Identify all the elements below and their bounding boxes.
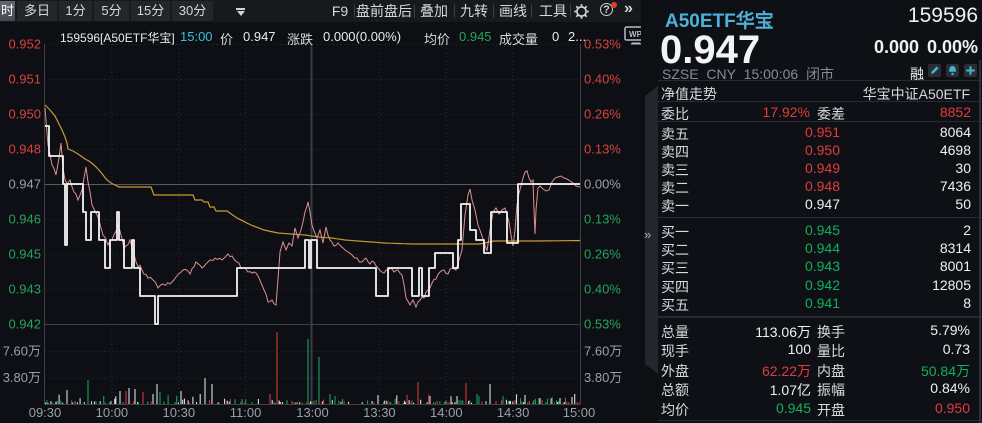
svg-text:15:00: 15:00 (563, 405, 596, 420)
svg-text:0.950: 0.950 (8, 107, 41, 122)
svg-text:09:30: 09:30 (29, 405, 62, 420)
svg-text:0.946: 0.946 (8, 212, 41, 227)
svg-text:WP: WP (629, 30, 643, 39)
svg-text:13:00: 13:00 (296, 405, 329, 420)
svg-text:3.80万: 3.80万 (3, 370, 41, 385)
svg-text:7.60万: 7.60万 (3, 344, 41, 359)
svg-text:0.945: 0.945 (8, 247, 41, 262)
svg-text:14:30: 14:30 (497, 405, 530, 420)
svg-text:10:30: 10:30 (163, 405, 196, 420)
svg-text:3.80万: 3.80万 (584, 370, 622, 385)
svg-text:0.951: 0.951 (8, 72, 41, 87)
svg-text:0.13%: 0.13% (584, 142, 621, 157)
svg-text:0.942: 0.942 (8, 317, 41, 332)
svg-text:0.26%: 0.26% (584, 247, 621, 262)
svg-text:0.947: 0.947 (8, 177, 41, 192)
svg-text:7.60万: 7.60万 (584, 344, 622, 359)
svg-text:0.00%: 0.00% (584, 177, 621, 192)
svg-text:0.13%: 0.13% (584, 212, 621, 227)
svg-text:11:00: 11:00 (230, 405, 262, 420)
svg-text:0.26%: 0.26% (584, 107, 621, 122)
svg-text:0.948: 0.948 (8, 142, 41, 157)
svg-text:14:00: 14:00 (430, 405, 463, 420)
svg-text:13:30: 13:30 (363, 405, 396, 420)
svg-text:0.952: 0.952 (8, 37, 41, 52)
svg-text:0.53%: 0.53% (584, 37, 621, 52)
svg-text:0.53%: 0.53% (584, 317, 621, 332)
svg-text:0.40%: 0.40% (584, 72, 621, 87)
svg-text:0.40%: 0.40% (584, 282, 621, 297)
svg-text:0.943: 0.943 (8, 282, 41, 297)
svg-text:10:00: 10:00 (96, 405, 129, 420)
